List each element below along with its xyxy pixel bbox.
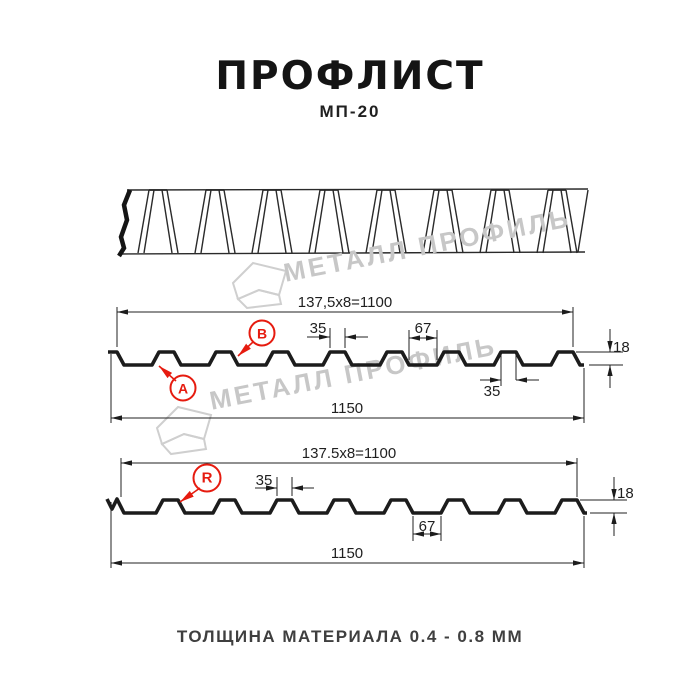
dim-crest-width-bottom-ab: 35 bbox=[483, 383, 501, 400]
side-marker-b: В bbox=[248, 319, 276, 347]
dim-overall-width-ab: 1150 bbox=[330, 400, 364, 417]
dim-valley-width-ab: 67 bbox=[414, 320, 432, 337]
dim-pitch-formula-ab: 137,5x8=1100 bbox=[297, 294, 393, 311]
sheet-3d-view bbox=[117, 188, 589, 258]
dim-valley-width-r: 67 bbox=[418, 518, 436, 535]
dim-profile-height-ab: 18 bbox=[613, 339, 630, 356]
side-marker-a: А bbox=[169, 374, 197, 402]
dim-crest-width-top-ab: 35 bbox=[309, 320, 327, 337]
dim-profile-height-r: 18 bbox=[617, 485, 634, 502]
material-thickness-note: ТОЛЩИНА МАТЕРИАЛА 0.4 - 0.8 ММ bbox=[176, 627, 524, 646]
page-title: ПРОФЛИСТ bbox=[215, 54, 485, 99]
profile-ab-section bbox=[108, 307, 623, 423]
profile-model-label: МП-20 bbox=[319, 102, 381, 121]
side-marker-r: R bbox=[192, 463, 222, 493]
brand-logo-watermark bbox=[155, 261, 288, 456]
dim-pitch-formula-r: 137.5x8=1100 bbox=[301, 445, 397, 462]
dim-overall-width-r: 1150 bbox=[330, 545, 364, 562]
dim-crest-width-r: 35 bbox=[255, 472, 273, 489]
profile-r-section bbox=[105, 458, 627, 568]
